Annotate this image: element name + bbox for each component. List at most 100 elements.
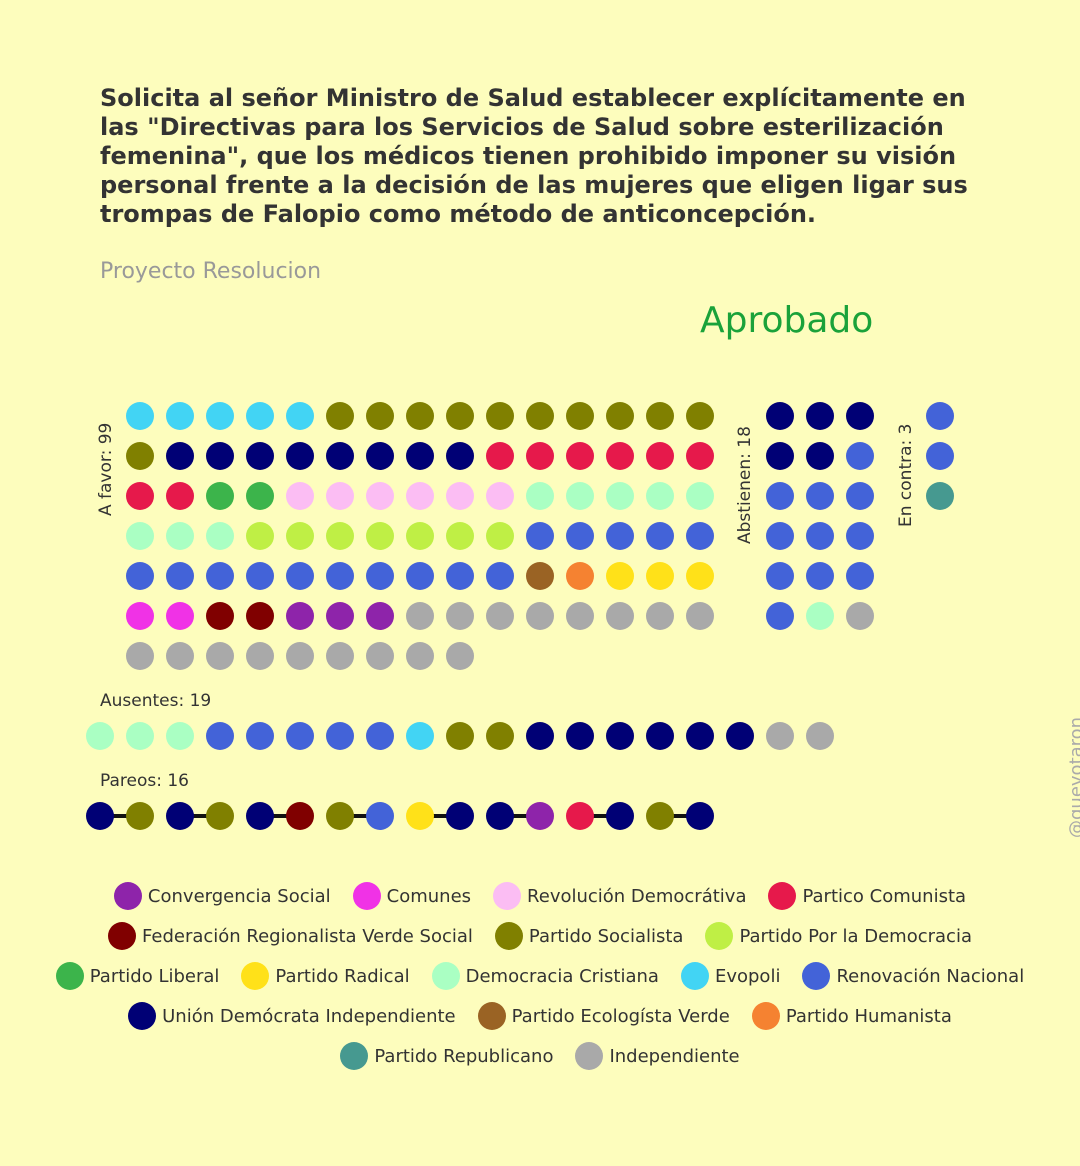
legend-swatch xyxy=(113,882,142,910)
vote-dot-favor xyxy=(686,442,714,470)
legend-item: Partido Ecologísta Verde xyxy=(477,1002,730,1030)
vote-dot-pareos xyxy=(446,802,474,830)
vote-dot-favor xyxy=(326,482,354,510)
vote-dot-favor xyxy=(486,602,514,630)
vote-dot-favor xyxy=(246,442,274,470)
vote-dot-pareos xyxy=(526,802,554,830)
legend-swatch xyxy=(680,962,709,990)
vote-dot-favor xyxy=(206,642,234,670)
vote-dot-favor xyxy=(566,522,594,550)
vote-dot-pareos xyxy=(366,802,394,830)
vote-dot-favor xyxy=(206,522,234,550)
legend-swatch xyxy=(493,882,522,910)
legend-item: Revolución Democrátiva xyxy=(493,882,746,910)
vote-dot-favor xyxy=(686,602,714,630)
vote-dot-favor xyxy=(646,562,674,590)
vote-dot-favor xyxy=(286,602,314,630)
credit-handle: @quevotaron xyxy=(1066,716,1080,838)
legend-swatch xyxy=(494,922,523,950)
vote-dot-ausentes xyxy=(206,722,234,750)
pareos-label: Pareos: 16 xyxy=(100,771,190,791)
vote-dot-ausentes xyxy=(406,722,434,750)
vote-dot-pareos xyxy=(566,802,594,830)
vote-dot-abstienen xyxy=(806,482,834,510)
vote-dot-favor xyxy=(126,402,154,430)
vote-dot-ausentes xyxy=(566,722,594,750)
vote-dot-favor xyxy=(646,602,674,630)
vote-dot-ausentes xyxy=(726,722,754,750)
vote-dot-pareos xyxy=(326,802,354,830)
legend-swatch xyxy=(705,922,734,950)
legend-item: Independiente xyxy=(575,1042,740,1070)
vote-dot-ausentes xyxy=(806,722,834,750)
vote-dot-favor xyxy=(126,642,154,670)
vote-dot-favor xyxy=(206,562,234,590)
vote-dot-favor xyxy=(166,642,194,670)
vote-dot-abstienen xyxy=(806,442,834,470)
vote-dot-abstienen xyxy=(806,602,834,630)
vote-dot-ausentes xyxy=(166,722,194,750)
vote-dot-favor xyxy=(246,642,274,670)
legend-label: Convergencia Social xyxy=(147,885,331,907)
vote-dot-favor xyxy=(486,562,514,590)
legend-item: Unión Demócrata Independiente xyxy=(128,1002,456,1030)
vote-dot-contra xyxy=(926,482,954,510)
vote-dot-favor xyxy=(606,522,634,550)
vote-dot-pareos xyxy=(646,802,674,830)
party-legend: Convergencia Social Comunes Revolución Dem… xyxy=(0,876,1080,1076)
vote-dot-favor xyxy=(526,442,554,470)
vote-dot-favor xyxy=(646,442,674,470)
vote-dot-favor xyxy=(206,402,234,430)
vote-dot-favor xyxy=(646,482,674,510)
vote-dot-favor xyxy=(566,402,594,430)
vote-dot-favor xyxy=(246,562,274,590)
vote-dot-chart xyxy=(86,402,954,830)
vote-dot-favor xyxy=(486,402,514,430)
vote-result: Aprobado xyxy=(700,300,874,341)
abstienen-label: Abstienen: 18 xyxy=(735,426,755,544)
contra-label: En contra: 3 xyxy=(896,423,916,527)
vote-dot-abstienen xyxy=(846,562,874,590)
ausentes-label: Ausentes: 19 xyxy=(100,691,212,711)
vote-dot-favor xyxy=(486,442,514,470)
vote-dot-favor xyxy=(366,482,394,510)
vote-dot-pareos xyxy=(86,802,114,830)
vote-dot-favor xyxy=(526,402,554,430)
vote-dot-pareos xyxy=(246,802,274,830)
vote-dot-abstienen xyxy=(766,482,794,510)
vote-dot-ausentes xyxy=(326,722,354,750)
vote-dot-abstienen xyxy=(766,442,794,470)
vote-dot-favor xyxy=(166,602,194,630)
vote-dot-ausentes xyxy=(686,722,714,750)
vote-dot-favor xyxy=(206,482,234,510)
legend-swatch xyxy=(108,922,136,950)
legend-swatch xyxy=(352,882,381,910)
vote-dot-favor xyxy=(286,482,314,510)
vote-dot-favor xyxy=(406,482,434,510)
legend-label: Comunes xyxy=(386,885,472,907)
vote-dot-favor xyxy=(126,522,154,550)
legend-item: Convergencia Social xyxy=(113,882,331,910)
legend-label: Independiente xyxy=(609,1045,740,1067)
legend-swatch xyxy=(55,962,84,990)
vote-dot-favor xyxy=(126,602,154,630)
vote-dot-favor xyxy=(206,602,234,630)
legend-swatch xyxy=(241,962,270,990)
vote-dot-abstienen xyxy=(846,602,874,630)
vote-dot-abstienen xyxy=(846,482,874,510)
legend-row: Federación Regionalista Verde Social Part… xyxy=(0,916,1080,956)
vote-dot-favor xyxy=(246,402,274,430)
legend-item: Comunes xyxy=(352,882,472,910)
legend-label: Partido Socialista xyxy=(528,925,684,947)
vote-dot-favor xyxy=(166,482,194,510)
vote-dot-favor xyxy=(646,522,674,550)
vote-dot-favor xyxy=(246,482,274,510)
vote-dot-favor xyxy=(206,442,234,470)
vote-dot-favor xyxy=(366,642,394,670)
vote-dot-favor xyxy=(606,402,634,430)
vote-dot-favor xyxy=(686,522,714,550)
vote-dot-favor xyxy=(526,562,554,590)
legend-row: Partido Republicano Independiente xyxy=(0,1036,1080,1076)
vote-dot-favor xyxy=(446,562,474,590)
vote-dot-favor xyxy=(406,522,434,550)
